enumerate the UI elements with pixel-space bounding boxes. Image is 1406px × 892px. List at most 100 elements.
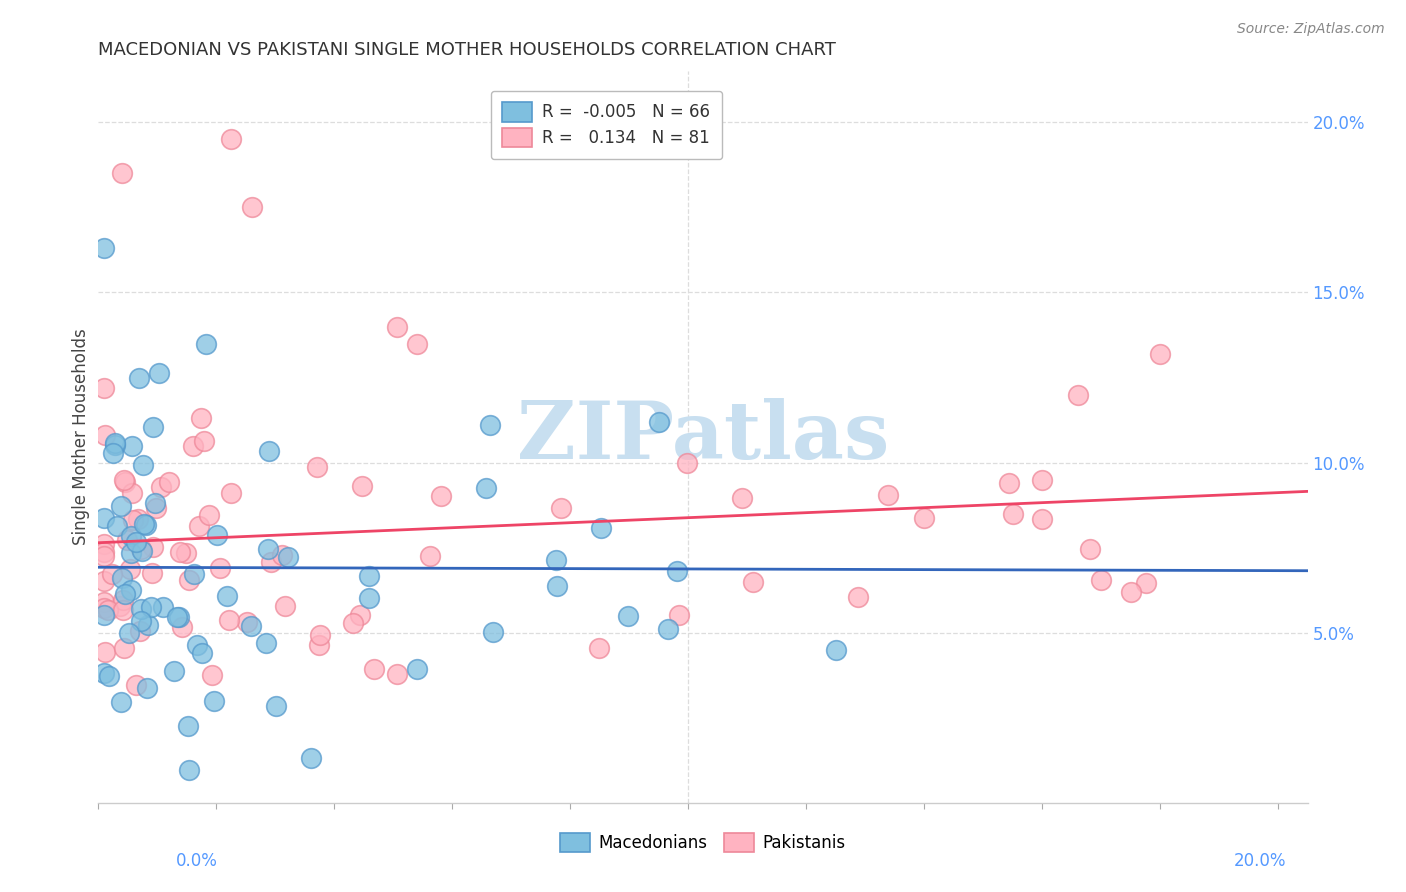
Point [108,599,131,613]
Point [118,626,141,640]
Point [240,201,263,215]
Point [385,319,408,334]
Point [145,500,167,515]
Point [221,132,243,146]
Point [207,527,229,541]
Point [128,370,150,384]
Point [142,540,165,554]
Point [429,489,451,503]
Point [668,608,690,623]
Point [112,473,135,487]
Point [121,439,143,453]
Point [134,516,156,531]
Point [219,485,242,500]
Point [131,544,153,558]
Point [270,549,292,563]
Point [350,479,373,493]
Point [152,599,174,614]
Point [1090,573,1112,587]
Point [342,615,364,630]
Point [385,666,408,681]
Point [588,641,610,656]
Point [1067,388,1090,402]
Point [93,608,115,623]
Point [94,645,117,659]
Point [482,625,505,640]
Point [93,241,115,255]
Point [190,410,212,425]
Point [299,751,322,765]
Point [120,529,142,543]
Point [120,546,142,560]
Point [1149,347,1171,361]
Text: ZIPatlas: ZIPatlas [517,398,889,476]
Point [259,555,281,569]
Point [93,511,115,525]
Point [111,166,134,180]
Point [142,419,165,434]
Point [93,549,115,563]
Point [544,553,567,567]
Point [111,571,134,585]
Point [349,607,371,622]
Point [163,664,186,678]
Point [201,668,224,682]
Point [589,521,612,535]
Point [357,591,380,605]
Point [176,546,198,560]
Point [405,336,427,351]
Point [128,624,150,639]
Point [139,600,162,615]
Point [93,574,115,588]
Point [274,599,297,614]
Point [405,662,427,676]
Point [125,535,148,549]
Point [120,582,142,597]
Point [193,434,215,449]
Point [125,678,148,692]
Point [309,628,332,642]
Text: 20.0%: 20.0% [1234,852,1286,870]
Point [122,513,145,527]
Point [150,480,173,494]
Point [183,566,205,581]
Point [115,533,138,548]
Point [104,435,127,450]
Point [93,545,115,559]
Point [254,636,277,650]
Point [218,613,240,627]
Point [141,566,163,580]
Point [114,475,136,489]
Point [112,641,135,656]
Point [257,541,280,556]
Point [93,666,115,681]
Point [104,438,127,452]
Point [181,439,204,453]
Point [1031,511,1053,525]
Point [129,541,152,556]
Point [114,587,136,601]
Point [179,763,201,777]
Point [665,564,688,578]
Point [308,638,330,652]
Point [912,511,935,525]
Legend: Macedonians, Pakistanis: Macedonians, Pakistanis [553,824,853,860]
Point [157,475,180,490]
Point [217,589,239,603]
Point [998,476,1021,491]
Point [129,614,152,628]
Point [239,618,262,632]
Point [1119,585,1142,599]
Point [129,601,152,615]
Text: 0.0%: 0.0% [176,852,218,870]
Point [179,573,201,587]
Point [657,623,679,637]
Point [112,603,135,617]
Point [127,512,149,526]
Point [357,569,380,583]
Point [148,366,170,380]
Point [105,519,128,533]
Point [93,381,115,395]
Point [208,561,231,575]
Point [648,415,671,429]
